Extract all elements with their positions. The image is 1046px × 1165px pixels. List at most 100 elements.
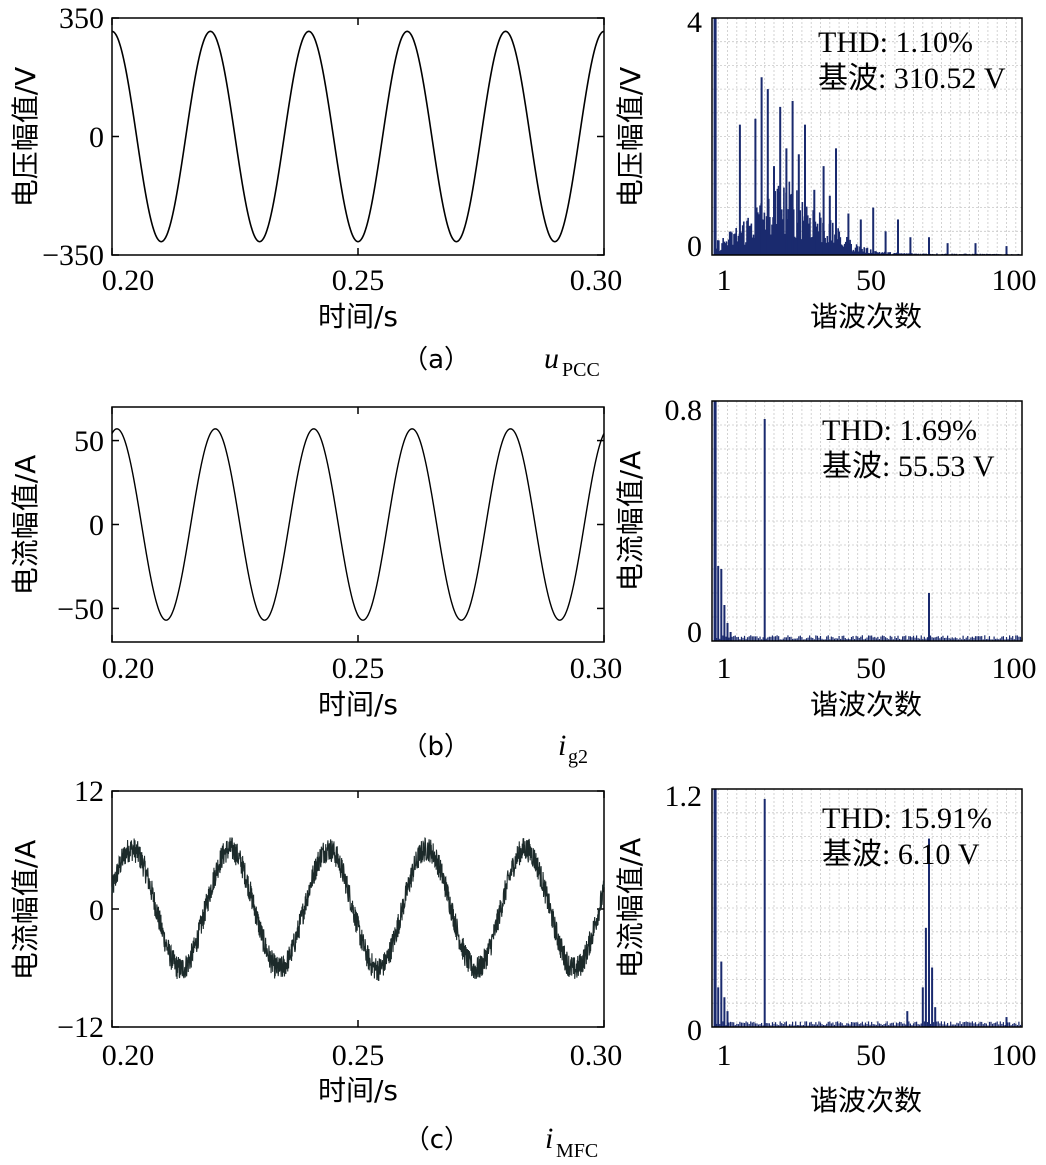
- a-spec-harmonic-bar: [809, 217, 811, 255]
- a-spec-harmonic-bar: [777, 185, 780, 255]
- b-spec-harmonic-bar: [905, 635, 907, 641]
- a-spec-harmonic-bar: [793, 236, 796, 255]
- b-spec-harmonic-bar: [796, 638, 798, 641]
- a-spec-harmonic-bar: [836, 239, 838, 255]
- a-spec-harmonic-bar: [868, 253, 871, 255]
- b-spec-harmonic-bar: [888, 639, 890, 641]
- a-spec-harmonic-bar: [750, 223, 753, 255]
- b-spec-harmonic-bar: [846, 639, 848, 641]
- caption-b-sub: g2: [568, 746, 588, 768]
- a-spec-harmonic-bar: [871, 252, 873, 255]
- b-spec-harmonic-bar: [861, 635, 863, 641]
- b-spec-harmonic-bar: [847, 638, 849, 641]
- a-time-xtick-mid: 0.25: [332, 264, 385, 297]
- c-spec-harmonic-bar: [869, 1024, 871, 1027]
- a-spec-harmonic-bar: [805, 206, 808, 255]
- b-spec-harmonic-bar: [821, 638, 823, 641]
- b-time-xtick-left: 0.20: [102, 652, 155, 685]
- b-spec-harmonic-bar: [725, 636, 727, 641]
- c-spec-harmonic-bar: [996, 1021, 998, 1027]
- b-spec-harmonic-bar: [985, 639, 987, 641]
- c-spec-harmonic-bar: [953, 1024, 955, 1027]
- b-spec-harmonic-bar: [748, 636, 750, 641]
- b-spec-harmonic-bar: [1004, 639, 1006, 641]
- caption-b: （b） i g2: [401, 729, 588, 768]
- c-spec-harmonic-bar: [885, 1023, 887, 1027]
- a-spec-harmonic-bar: [790, 193, 793, 255]
- a-spec-harmonic-bar: [725, 241, 728, 255]
- b-spec-harmonic-bar: [925, 638, 927, 641]
- b-spec-harmonic-bar: [988, 636, 991, 641]
- c-spec-harmonic-bar: [991, 1023, 994, 1027]
- b-spec-harmonic-bar: [1001, 636, 1003, 641]
- b-spec-harmonic-bar: [931, 637, 933, 641]
- b-spec-xtick-mid: 50: [856, 652, 886, 685]
- b-spec-harmonic-bar: [892, 639, 894, 641]
- c-spec-harmonic-bar: [995, 1022, 997, 1027]
- b-spec-harmonic-bar: [776, 635, 778, 641]
- c-spec-harmonic-bar: [826, 1023, 828, 1027]
- c-spec-harmonic-bar: [788, 1024, 791, 1027]
- b-spec-harmonic-bar: [858, 637, 860, 641]
- c-spec-harmonic-bar: [1007, 1022, 1009, 1027]
- a-spec-harmonic-bar: [769, 217, 771, 255]
- c-spec-harmonic-bar: [1001, 1023, 1003, 1027]
- c-spec-harmonic-bar: [716, 1023, 718, 1027]
- a-spec-harmonic-bar: [795, 237, 797, 255]
- b-spec-harmonic-bar: [875, 638, 877, 641]
- b-spec-harmonic-bar: [883, 636, 885, 641]
- c-spec-harmonic-bar: [768, 1023, 770, 1027]
- c-spec-thd: THD: 15.91%: [822, 802, 992, 835]
- b-spec-harmonic-bar: [984, 635, 986, 641]
- c-spec-harmonic-bar: [804, 1021, 806, 1027]
- b-spec-harmonic-bar: [813, 639, 815, 641]
- a-spec-harmonic-bar: [719, 251, 721, 255]
- c-spec-harmonic-bar: [776, 1024, 778, 1027]
- c-spec-harmonic-bar: [1010, 1025, 1012, 1027]
- c-spec-harmonic-bar: [888, 1025, 890, 1027]
- c-spec-peak-bar: [934, 1007, 937, 1027]
- c-spec-harmonic-bar: [835, 1021, 837, 1027]
- panel-a-time: 350 0 −350 0.20 0.25 0.30 时间/s 电压幅值/V: [9, 2, 622, 333]
- c-spec-harmonic-bar: [982, 1024, 984, 1027]
- c-spec-harmonic-bar: [919, 1024, 921, 1027]
- a-spec-harmonic-bar: [846, 237, 848, 255]
- panel-b-time: 50 0 −50 0.20 0.25 0.30 时间/s 电流幅值/A: [9, 406, 622, 721]
- b-spec-harmonic-bar: [779, 639, 781, 641]
- a-spec-harmonic-bar: [869, 249, 872, 255]
- c-spec-harmonic-bar: [968, 1022, 970, 1027]
- b-spec-harmonic-bar: [917, 638, 919, 641]
- c-spec-harmonic-bar: [861, 1021, 863, 1027]
- a-spec-harmonic-bar: [748, 226, 750, 255]
- c-spec-harmonic-bar: [841, 1023, 843, 1027]
- b-spec-harmonic-bar: [979, 636, 981, 641]
- b-spec-harmonic-bar: [945, 637, 947, 641]
- c-spec-peak-bar: [1005, 1017, 1008, 1027]
- a-spec-harmonic-bar: [843, 243, 846, 255]
- b-spec-peak-bar: [729, 632, 732, 641]
- a-spec-harmonic-bar: [722, 238, 724, 255]
- b-spec-harmonic-bar: [799, 635, 801, 641]
- b-spec-harmonic-bar: [978, 636, 980, 641]
- a-spec-peak-bar: [779, 106, 782, 256]
- a-spec-harmonic-bar: [756, 207, 758, 255]
- a-spec-xtick-right: 100: [992, 264, 1037, 297]
- panel-b-spectrum-frame: [711, 400, 1023, 642]
- c-spec-harmonic-bar: [810, 1021, 812, 1027]
- b-spec-harmonic-bar: [990, 639, 992, 641]
- a-spec-harmonic-bar: [764, 229, 767, 255]
- b-spec-harmonic-bar: [771, 635, 774, 641]
- b-spec-harmonic-bar: [785, 637, 787, 641]
- a-spec-harmonic-bar: [787, 209, 790, 255]
- a-spec-harmonic-bar: [727, 239, 730, 255]
- b-spec-harmonic-bar: [841, 635, 843, 641]
- c-spec-harmonic-bar: [942, 1024, 944, 1027]
- c-spec-harmonic-bar: [731, 1022, 733, 1027]
- a-spec-peak-bar: [835, 148, 837, 255]
- c-spec-harmonic-bar: [778, 1025, 780, 1027]
- c-spec-harmonic-bar: [943, 1021, 946, 1027]
- b-spec-harmonic-bar: [974, 636, 977, 641]
- b-spec-harmonic-bar: [830, 636, 832, 641]
- c-spec-harmonic-bar: [725, 1025, 727, 1027]
- c-spec-harmonic-bar: [880, 1023, 882, 1027]
